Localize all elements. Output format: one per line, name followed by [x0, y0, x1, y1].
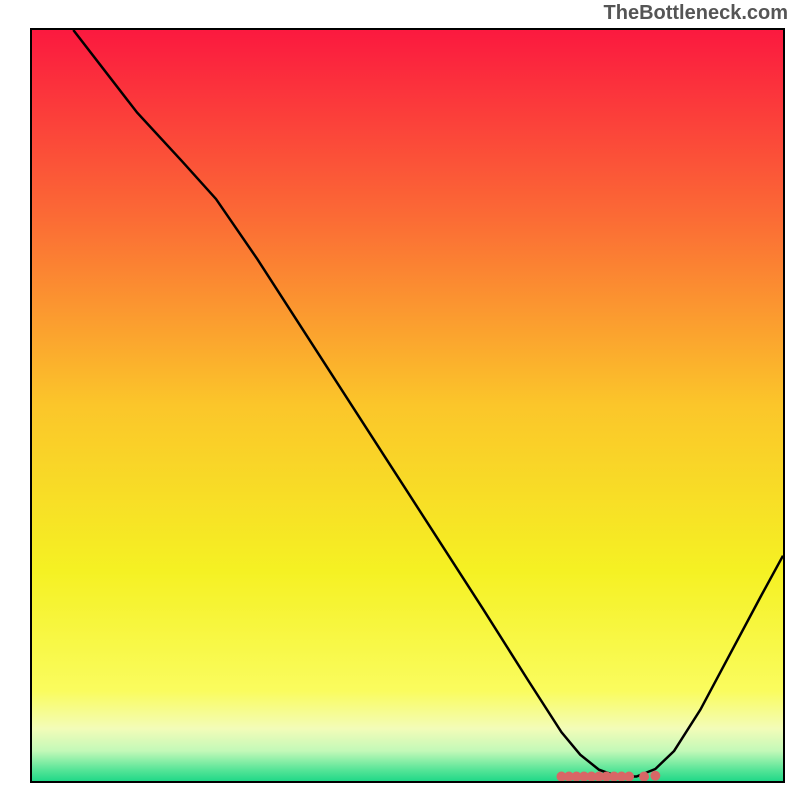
chart-container [30, 28, 785, 783]
marker-dots [32, 30, 783, 781]
watermark-text: TheBottleneck.com [604, 2, 788, 25]
